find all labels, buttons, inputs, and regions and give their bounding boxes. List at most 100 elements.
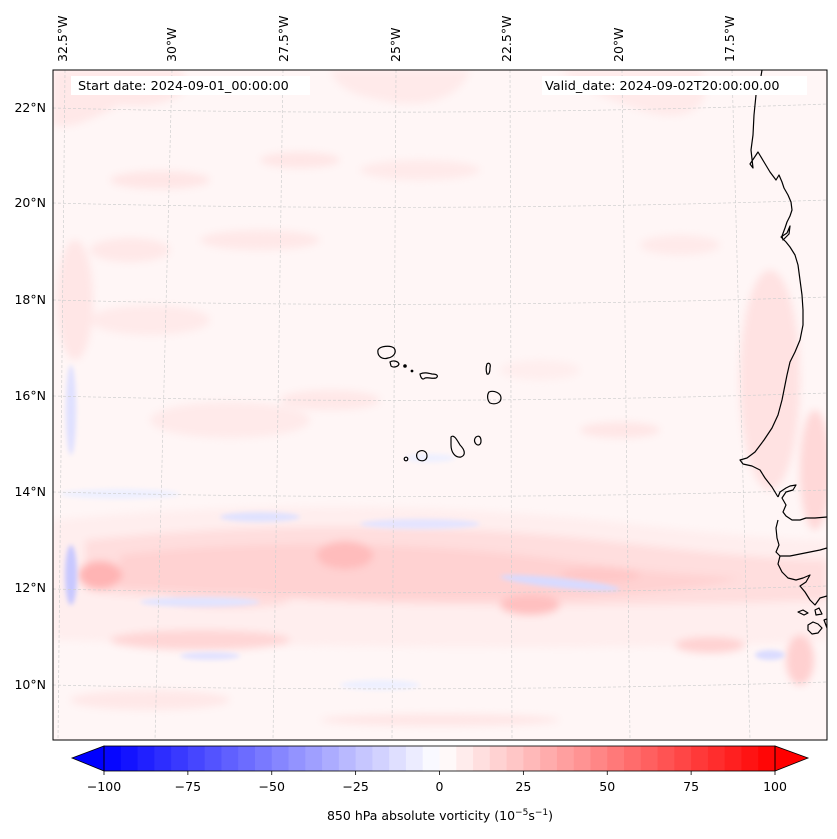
vorticity-min: [755, 650, 785, 660]
island-maio: [473, 435, 482, 446]
meridian-25W: [391, 70, 397, 740]
field-patch: [740, 270, 800, 490]
meridian-32.5W: [57, 70, 66, 740]
colorbar-label-main: 850 hPa absolute vorticity (10: [327, 808, 515, 823]
vorticity-field: [53, 70, 827, 726]
colorbar-cell: [691, 746, 709, 771]
colorbar-cell: [573, 746, 592, 771]
colorbar-tick-label: 50: [599, 779, 615, 794]
colorbar-cell: [758, 746, 776, 771]
vorticity-max: [500, 595, 560, 615]
vorticity-min: [60, 489, 180, 499]
parallel-16N: [53, 392, 827, 401]
map-area[interactable]: Start date: 2024-09-01_00:00:00 Valid_da…: [53, 70, 830, 740]
colorbar-cell: [238, 746, 256, 771]
colorbar-cell: [120, 746, 139, 771]
colorbar-cell: [338, 746, 357, 771]
vorticity-min: [500, 574, 620, 592]
colorbar-cells: [104, 746, 776, 771]
island-boa-vista: [487, 390, 502, 405]
start-date-label: Start date: 2024-09-01_00:00:00: [78, 79, 289, 94]
island-islet: [410, 369, 414, 373]
lat-label: 16°N: [14, 388, 46, 403]
coastline: [739, 70, 827, 635]
lat-label: 22°N: [14, 100, 46, 115]
island-brava: [403, 456, 409, 462]
field-patch: [150, 402, 310, 438]
colorbar-ticks: −100 −75 −50 −25 0 25 50 75 100: [87, 771, 787, 794]
parallel-22N: [53, 103, 827, 113]
lat-label: 20°N: [14, 195, 46, 210]
colorbar-label: 850 hPa absolute vorticity (10−5s−1): [327, 808, 553, 823]
colorbar-cell: [523, 746, 541, 771]
lat-label: 18°N: [14, 292, 46, 307]
colorbar-tick-label: 25: [515, 779, 531, 794]
island-sal: [485, 362, 491, 375]
field-patch: [580, 422, 660, 438]
longitude-labels: 32.5°W 30°W 27.5°W 25°W 22.5°W 20°W 17.5…: [55, 16, 737, 62]
colorbar-cell: [372, 746, 390, 771]
colorbar-cell: [137, 746, 155, 771]
field-patch: [330, 70, 470, 104]
map-frame: [52, 69, 828, 741]
vorticity-min: [360, 519, 480, 529]
colorbar-cell: [422, 746, 441, 771]
field-patch: [320, 714, 560, 726]
colorbar-tick-label: −25: [342, 779, 368, 794]
colorbar-cell: [456, 746, 474, 771]
vorticity-max: [78, 561, 122, 589]
colorbar-cell: [607, 746, 625, 771]
meridian-27.5W: [272, 70, 284, 740]
colorbar-cell: [741, 746, 759, 771]
vorticity-min: [180, 652, 240, 660]
lon-label: 25°W: [388, 27, 403, 62]
lat-label: 10°N: [14, 677, 46, 692]
valid-date-box: [542, 76, 807, 95]
field-patch: [57, 240, 93, 360]
lon-label: 22.5°W: [499, 16, 514, 62]
colorbar-tick-label: −75: [175, 779, 201, 794]
meridian-17.5W: [731, 70, 751, 740]
colorbar-cell: [322, 746, 340, 771]
colorbar-cell: [389, 746, 407, 771]
colorbar-tick-label: 75: [683, 779, 699, 794]
colorbar-cell: [305, 746, 323, 771]
colorbar-cell: [540, 746, 558, 771]
colorbar-cell: [154, 746, 172, 771]
colorbar-tick-label: 100: [763, 779, 787, 794]
island-sao-vicente: [389, 360, 400, 368]
parallel-20N: [53, 199, 827, 208]
colorbar-label-exp1: −5: [515, 808, 528, 818]
island-sao-nicolau: [419, 372, 438, 380]
colorbar-extend-min: [70, 745, 105, 772]
vorticity-min: [405, 454, 455, 462]
colorbar-cell: [171, 746, 189, 771]
colorbar-cell: [640, 746, 659, 771]
field-patch: [640, 235, 720, 255]
field-patch: [110, 630, 290, 650]
colorbar-cell: [104, 746, 122, 771]
colorbar-cell: [556, 746, 575, 771]
bijagos-islands: [797, 607, 827, 635]
vorticity-max: [560, 567, 640, 583]
coastline-guinea-bissau: [777, 555, 827, 606]
field-patch: [200, 230, 320, 250]
meridian-20W: [621, 70, 631, 740]
island-santo-antao: [377, 345, 396, 360]
cape-verde-islands: [377, 345, 502, 462]
colorbar: −100 −75 −50 −25 0 25 50 75 100 850 hPa absolute…: [70, 745, 810, 823]
colorbar-cell: [221, 746, 239, 771]
colorbar-cell: [254, 746, 273, 771]
colorbar-cell: [707, 746, 726, 771]
meridian-22.5W: [509, 70, 513, 740]
negative-vorticity: [60, 365, 785, 690]
field-patch: [800, 410, 827, 530]
parallel-18N: [53, 296, 827, 305]
parallel-10N: [53, 681, 827, 690]
island-fogo: [416, 450, 428, 462]
field-patch: [360, 160, 480, 180]
meridian-30W: [154, 70, 173, 740]
field-patch: [786, 635, 814, 685]
island-santa-luzia: [403, 364, 407, 368]
